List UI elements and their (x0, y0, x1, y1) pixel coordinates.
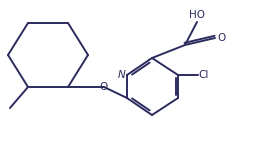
Text: N: N (118, 70, 126, 80)
Text: O: O (100, 82, 108, 92)
Text: O: O (217, 33, 225, 43)
Text: Cl: Cl (199, 70, 209, 80)
Text: HO: HO (189, 10, 205, 20)
